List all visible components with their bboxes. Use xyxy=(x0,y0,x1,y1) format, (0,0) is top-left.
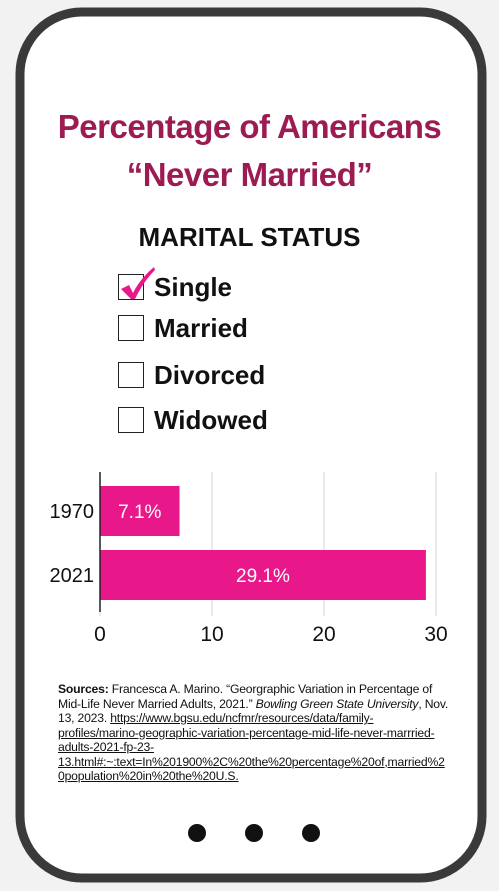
sources-text: Francesca A. Marino. “Georgraphic Variat… xyxy=(58,682,433,711)
option-label: Divorced xyxy=(154,359,266,390)
date: , Nov. 13, 2023. xyxy=(58,696,449,726)
x-tick-label: 20 xyxy=(312,623,335,646)
phone-body xyxy=(15,7,487,883)
sources: Sources: Francesca A. Marino. “Georgraph… xyxy=(58,682,450,784)
value-label: 29.1% xyxy=(236,566,290,587)
option-label: Married xyxy=(154,312,248,343)
title-line: Percentage of Americans xyxy=(57,108,442,145)
checkbox[interactable] xyxy=(118,362,144,388)
checkbox[interactable] xyxy=(118,267,155,300)
y-tick-label: 1970 xyxy=(50,501,95,523)
sources-label: Sources: xyxy=(58,682,109,696)
bar xyxy=(100,486,180,536)
checkbox[interactable] xyxy=(118,407,144,433)
dot xyxy=(188,824,206,842)
value-label: 7.1% xyxy=(118,502,161,523)
checkbox[interactable] xyxy=(118,315,144,341)
title-line: “Never Married” xyxy=(126,156,373,193)
source-link[interactable]: https://www.bgsu.edu/ncfmr/resources/dat… xyxy=(58,711,445,783)
bar xyxy=(100,550,426,600)
dot xyxy=(302,824,320,842)
checkmark xyxy=(121,267,155,299)
option-label: Single xyxy=(154,271,233,302)
form-heading: MARITAL STATUS xyxy=(138,222,361,252)
option[interactable]: Single xyxy=(118,267,233,302)
y-tick-label: 2021 xyxy=(50,565,95,587)
x-tick-label: 30 xyxy=(424,623,447,646)
publisher: Bowling Green State University xyxy=(255,696,419,711)
dot xyxy=(245,824,263,842)
x-tick-label: 10 xyxy=(200,623,223,646)
option[interactable]: Widowed xyxy=(118,405,268,435)
option[interactable]: Divorced xyxy=(118,360,265,390)
chart: 0 10 20 30 7.1% 1970 29.1% 2021 xyxy=(50,472,448,646)
option-label: Widowed xyxy=(154,404,268,435)
option[interactable]: Married xyxy=(118,313,248,343)
x-tick-label: 0 xyxy=(94,623,106,646)
